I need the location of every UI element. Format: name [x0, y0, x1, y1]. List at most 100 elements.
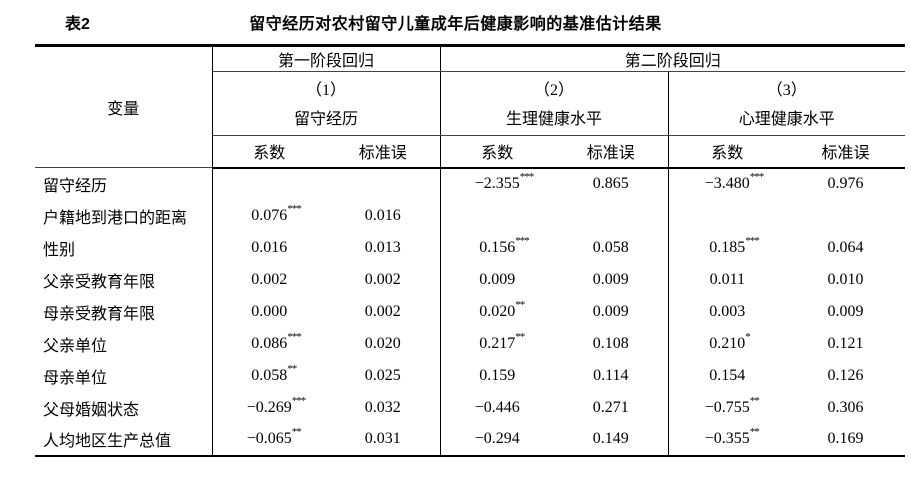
table-row: 父亲单位 0.086 *** 0.020 0.217 ** 0.108 0.210 *…: [35, 327, 905, 360]
se-cell: 0.031: [364, 430, 401, 447]
se-cell: 0.002: [364, 270, 401, 288]
coef-cell: −0.065 **: [211, 423, 326, 456]
significance-stars: ***: [745, 234, 759, 247]
se-cell: 0.009: [592, 302, 629, 320]
table-row: 性别 0.016 0.013 0.156 *** 0.058 0.185 *** 0…: [35, 231, 905, 264]
row-label: 父亲受教育年限: [43, 273, 156, 291]
table-number: 表2: [65, 16, 90, 33]
coef-cell: 0.159: [439, 359, 555, 392]
header-row-stats: 系数 标准误 系数 标准误 系数 标准误: [35, 135, 906, 169]
coef-cell: 0.002: [211, 263, 326, 296]
se-cell: 0.306: [827, 398, 864, 416]
significance-stars: **: [291, 426, 302, 438]
row-label: 母亲受教育年限: [43, 305, 156, 323]
se-cell: 0.025: [364, 366, 401, 384]
table-row: 父母婚姻状态 −0.269 *** 0.032 −0.446 0.271 −0.7…: [35, 391, 905, 424]
coef-cell: 0.076 ***: [211, 199, 326, 232]
significance-stars: ***: [287, 330, 301, 343]
se-cell: 0.009: [592, 270, 629, 288]
se-cell: 0.020: [364, 334, 401, 352]
se-cell: 0.002: [364, 302, 401, 320]
se-cell: 0.032: [364, 398, 401, 416]
table-row: 母亲受教育年限 0.000 0.002 0.020 ** 0.009 0.003 …: [35, 295, 905, 328]
se-cell: 0.121: [827, 334, 864, 352]
coef-cell: −0.755 **: [667, 391, 787, 424]
header-group-2: （2） 生理健康水平: [439, 71, 669, 136]
coef-cell: [439, 199, 555, 232]
significance-stars: ***: [519, 171, 534, 183]
table-row: 留守经历 −2.355 *** 0.865 −3.480 *** 0.976: [35, 167, 905, 200]
header-stage1: 第一阶段回归: [212, 45, 441, 72]
row-label: 父亲单位: [43, 337, 108, 355]
group-2-number: （2）: [534, 81, 575, 99]
significance-stars: **: [749, 394, 760, 407]
significance-stars: **: [287, 362, 297, 375]
significance-stars: ***: [515, 234, 529, 247]
coef-cell: −3.480 ***: [667, 167, 787, 200]
coef-cell: 0.185 ***: [667, 231, 787, 264]
header-variable: 变量: [35, 45, 213, 168]
header-se-1: 标准误: [326, 135, 441, 169]
header-row-groups: （1） 留守经历 （2） 生理健康水平 （3） 心理健康水平: [35, 71, 906, 136]
header-se-3: 标准误: [786, 135, 906, 169]
se-cell: 0.169: [827, 430, 864, 447]
significance-stars: ***: [291, 394, 306, 407]
row-label: 性别: [43, 241, 76, 259]
se-cell: 0.010: [827, 270, 864, 288]
coef-cell: [211, 167, 326, 200]
group-3-name: 心理健康水平: [738, 110, 835, 128]
se-cell: [554, 200, 668, 232]
se-cell: 0.126: [827, 366, 864, 384]
header-group-1: （1） 留守经历: [212, 71, 441, 136]
se-cell: 0.058: [592, 238, 629, 256]
se-cell: 0.013: [364, 238, 401, 256]
coef-cell: −2.355 ***: [439, 167, 555, 200]
table-title: 留守经历对农村留守儿童成年后健康影响的基准估计结果: [249, 16, 662, 33]
se-cell: 0.271: [592, 398, 629, 416]
se-cell: 0.016: [364, 206, 401, 224]
header-coef-2: 系数: [439, 135, 555, 169]
se-cell: [326, 168, 440, 200]
coef-cell: 0.156 ***: [439, 231, 555, 264]
coef-cell: [667, 199, 787, 232]
group-1-name: 留守经历: [294, 110, 359, 128]
row-label: 户籍地到港口的距离: [43, 209, 188, 227]
coef-cell: 0.154: [667, 359, 787, 392]
coef-cell: 0.020 **: [439, 295, 555, 328]
significance-stars: **: [515, 330, 525, 343]
group-2-name: 生理健康水平: [506, 110, 603, 128]
table-row: 父亲受教育年限 0.002 0.002 0.009 0.009 0.011 0.…: [35, 263, 905, 296]
coef-cell: −0.446: [439, 391, 555, 424]
group-3-number: （3）: [766, 81, 807, 99]
se-cell: 0.976: [827, 175, 864, 192]
se-cell: 0.108: [592, 334, 629, 352]
coef-cell: −0.355 **: [667, 423, 787, 456]
se-cell: [786, 200, 905, 232]
header-coef-3: 系数: [667, 135, 787, 169]
significance-stars: **: [749, 426, 760, 438]
row-label: 人均地区生产总值: [43, 433, 172, 450]
coef-cell: 0.086 ***: [211, 327, 326, 360]
se-cell: 0.149: [592, 430, 629, 447]
row-label: 父母婚姻状态: [43, 401, 140, 419]
group-1-number: （1）: [306, 81, 347, 99]
coef-cell: 0.210 *: [667, 327, 787, 360]
table-row: 户籍地到港口的距离 0.076 *** 0.016: [35, 199, 905, 232]
coef-cell: −0.294: [439, 423, 555, 456]
row-label: 母亲单位: [43, 369, 108, 387]
coef-cell: 0.217 **: [439, 327, 555, 360]
coef-cell: 0.003: [667, 295, 787, 328]
se-cell: 0.009: [827, 302, 864, 320]
table-row: 人均地区生产总值 −0.065 ** 0.031 −0.294 0.149 −0.…: [35, 423, 905, 456]
table-row: 母亲单位 0.058 ** 0.025 0.159 0.114 0.154 0.1…: [35, 359, 905, 392]
header-stage2: 第二阶段回归: [439, 45, 906, 72]
title-bar: 表2 留守经历对农村留守儿童成年后健康影响的基准估计结果: [0, 0, 911, 44]
coef-cell: 0.016: [211, 231, 326, 264]
coef-cell: 0.009: [439, 263, 555, 296]
significance-stars: ***: [749, 171, 764, 183]
se-cell: 0.865: [592, 175, 629, 192]
coef-cell: 0.011: [667, 263, 787, 296]
se-cell: 0.114: [593, 366, 629, 384]
coef-cell: −0.269 ***: [211, 391, 326, 424]
